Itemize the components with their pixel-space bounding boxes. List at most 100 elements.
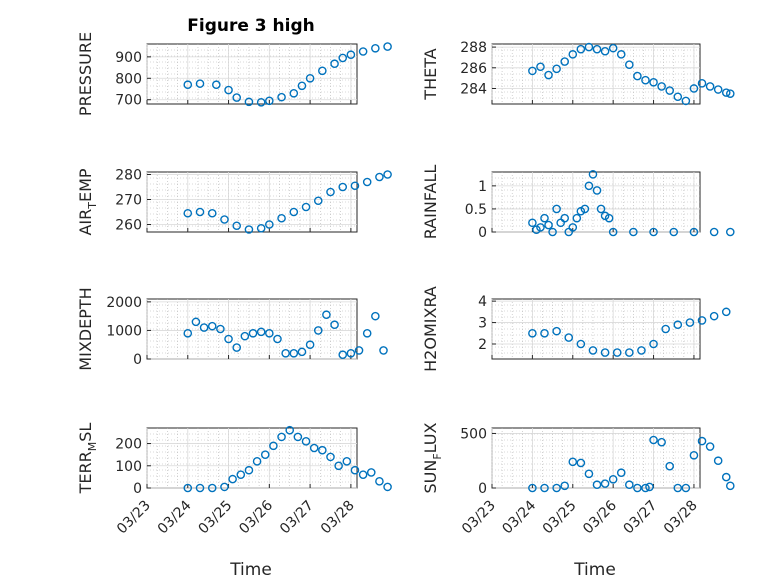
data-point	[350, 181, 360, 191]
y-tick-label: 800	[115, 71, 142, 87]
data-point	[362, 328, 372, 338]
data-point	[297, 81, 307, 91]
data-point	[338, 182, 348, 192]
data-point	[183, 483, 193, 493]
data-point	[224, 334, 233, 344]
data-point	[289, 88, 299, 98]
data-point	[322, 310, 331, 320]
data-point	[318, 66, 327, 76]
data-point	[725, 89, 735, 98]
data-point	[665, 461, 675, 471]
x-tick-label: 03/26	[580, 497, 620, 537]
data-point	[625, 348, 634, 357]
data-point	[584, 469, 594, 479]
data-point	[293, 432, 303, 442]
x-tick-label: 03/24	[499, 497, 539, 537]
data-point	[588, 170, 598, 179]
data-point	[576, 458, 586, 468]
data-point	[681, 483, 691, 493]
data-point	[713, 85, 723, 94]
axes-box	[491, 427, 701, 489]
data-point	[592, 480, 602, 490]
data-point	[592, 186, 602, 195]
data-point	[649, 435, 658, 445]
data-point	[379, 346, 388, 355]
data-point	[220, 482, 229, 492]
data-point	[552, 204, 561, 214]
data-point	[608, 43, 618, 53]
y-tick-label: 260	[115, 218, 142, 234]
data-point	[244, 225, 254, 234]
data-point	[552, 326, 561, 336]
data-point	[649, 77, 658, 87]
data-point	[540, 328, 549, 338]
data-point	[657, 437, 666, 447]
data-point	[633, 71, 642, 81]
data-point	[232, 93, 242, 102]
data-point	[371, 43, 380, 53]
data-point	[544, 70, 553, 80]
data-point	[301, 437, 311, 446]
data-point	[661, 324, 670, 334]
data-point	[548, 227, 557, 237]
data-point	[273, 334, 282, 344]
data-point	[568, 457, 578, 467]
data-point	[721, 88, 731, 97]
x-tick-label: 03/28	[318, 498, 358, 538]
y-tick-label: 900	[115, 50, 142, 66]
y-tick-label: 700	[115, 93, 142, 109]
data-point	[232, 221, 242, 231]
data-point	[309, 443, 319, 453]
y-tick-label: 200	[115, 437, 142, 453]
data-point	[641, 483, 650, 493]
data-point	[616, 468, 626, 478]
data-point	[338, 53, 348, 63]
data-point	[354, 346, 364, 355]
data-point	[207, 321, 217, 331]
y-axis-label: MIXDEPTH	[76, 287, 95, 370]
data-point	[346, 348, 356, 358]
data-point	[625, 480, 634, 490]
data-point	[705, 82, 715, 91]
data-point	[277, 92, 286, 102]
data-point	[560, 213, 569, 223]
y-axis-label: AIRTEMP	[76, 168, 99, 235]
data-point	[580, 204, 590, 214]
data-point	[207, 483, 217, 493]
data-point	[383, 42, 392, 51]
data-point	[528, 218, 537, 228]
y-axis-label: H2OMIXRA	[421, 286, 440, 372]
data-point	[289, 348, 299, 358]
data-point	[572, 213, 582, 223]
x-tick-label: 03/27	[277, 498, 317, 538]
data-point	[528, 483, 537, 493]
data-point	[592, 44, 602, 54]
data-point	[721, 472, 731, 482]
data-point	[560, 481, 569, 491]
subplot-theta: 284 286 288 THETA	[421, 40, 735, 106]
y-tick-label: 100	[115, 459, 142, 475]
data-point	[689, 450, 699, 460]
data-point	[183, 208, 193, 218]
subplot-pressure: 700 800 900 PRESSURE	[76, 32, 392, 116]
data-point	[608, 227, 618, 237]
data-point	[697, 436, 707, 446]
data-point	[248, 328, 258, 338]
data-point	[305, 73, 315, 83]
y-tick-label: 0	[478, 481, 487, 497]
data-point	[265, 96, 274, 106]
data-point	[600, 348, 610, 357]
data-point	[252, 457, 262, 466]
data-point	[346, 50, 356, 60]
data-point	[709, 311, 719, 321]
data-point	[649, 339, 658, 349]
data-point	[657, 82, 666, 91]
data-point	[536, 223, 545, 232]
data-point	[338, 350, 348, 360]
axes-box	[491, 298, 701, 360]
data-point	[326, 187, 335, 197]
subplot-sun-flux: 0 500 SUNFLUX 03/23 03/24 03/25 03/26 03/27 03/2…	[421, 422, 735, 537]
y-axis-label: TERRMSL	[76, 423, 99, 495]
data-point	[725, 481, 735, 491]
